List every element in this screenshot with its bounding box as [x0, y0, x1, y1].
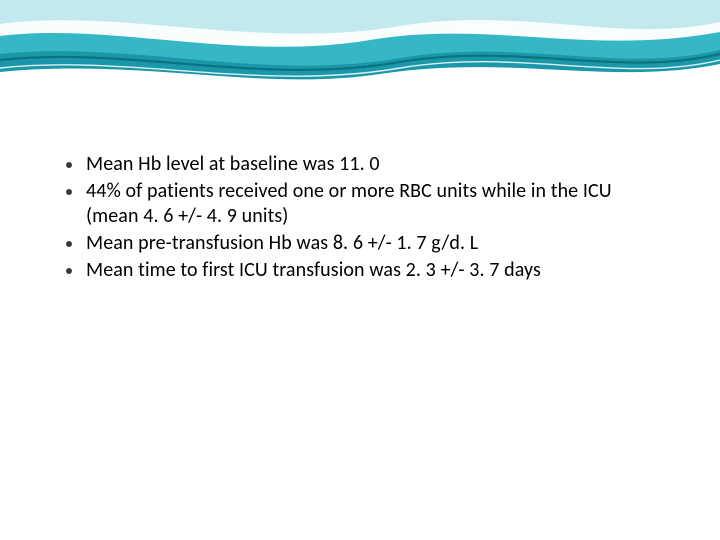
bullet-text: 44% of patients received one or more RBC… — [86, 179, 666, 229]
bullet-icon — [66, 241, 72, 247]
list-item: 44% of patients received one or more RBC… — [66, 179, 666, 229]
bullet-text: Mean pre-transfusion Hb was 8. 6 +/- 1. … — [86, 231, 478, 256]
list-item: Mean time to first ICU transfusion was 2… — [66, 258, 666, 283]
bullet-icon — [66, 189, 72, 195]
bullet-icon — [66, 162, 72, 168]
bullet-text: Mean Hb level at baseline was 11. 0 — [86, 152, 380, 177]
bullet-list: Mean Hb level at baseline was 11. 0 44% … — [66, 152, 666, 285]
list-item: Mean pre-transfusion Hb was 8. 6 +/- 1. … — [66, 231, 666, 256]
slide-container: Mean Hb level at baseline was 11. 0 44% … — [0, 0, 720, 540]
wave-header-graphic — [0, 0, 720, 110]
list-item: Mean Hb level at baseline was 11. 0 — [66, 152, 666, 177]
bullet-text: Mean time to first ICU transfusion was 2… — [86, 258, 541, 283]
bullet-icon — [66, 268, 72, 274]
